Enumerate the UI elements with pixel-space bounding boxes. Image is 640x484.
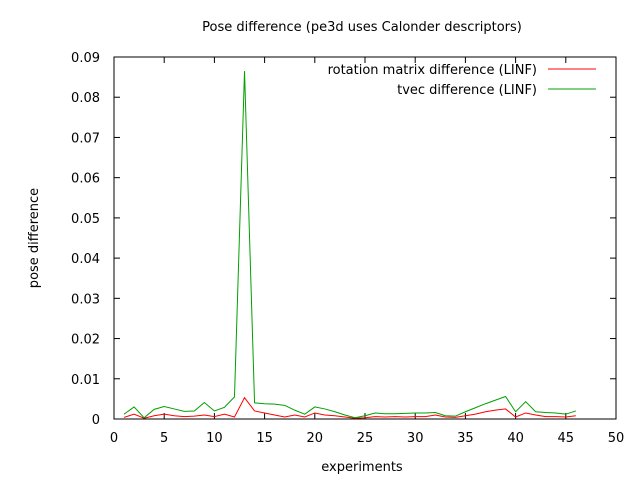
y-tick-label-0: 0 <box>92 413 100 428</box>
x-tick-label-1: 5 <box>160 431 168 446</box>
series-lines <box>123 71 576 419</box>
x-tick-label-5: 25 <box>357 431 374 446</box>
x-tick-label-3: 15 <box>256 431 273 446</box>
legend: rotation matrix difference (LINF) tvec d… <box>328 63 596 98</box>
series-line-tvec-difference <box>123 71 576 419</box>
y-tick-label-8: 0.08 <box>71 91 100 106</box>
x-tick-label-2: 10 <box>206 431 223 446</box>
y-tick-label-1: 0.01 <box>71 373 100 388</box>
y-tick-label-9: 0.09 <box>71 51 100 66</box>
y-tick-label-5: 0.05 <box>71 212 100 227</box>
axis-ticks: 0 5 10 15 20 25 30 35 40 45 50 0 0.01 0.02 0.03 0.04 0.0… <box>71 51 624 446</box>
x-axis-label: experiments <box>321 460 403 475</box>
x-tick-label-8: 40 <box>507 431 524 446</box>
x-tick-label-10: 50 <box>608 431 625 446</box>
y-tick-label-6: 0.06 <box>71 172 100 187</box>
y-tick-label-2: 0.02 <box>71 333 100 348</box>
x-tick-label-4: 20 <box>307 431 324 446</box>
chart-title: Pose difference (pe3d uses Calonder desc… <box>202 20 522 35</box>
legend-label-tvec-difference: tvec difference (LINF) <box>397 83 537 98</box>
x-tick-label-6: 30 <box>407 431 424 446</box>
x-tick-label-9: 45 <box>558 431 575 446</box>
y-tick-label-7: 0.07 <box>71 131 100 146</box>
x-tick-label-7: 35 <box>457 431 474 446</box>
legend-label-rotation-matrix-difference: rotation matrix difference (LINF) <box>328 63 537 78</box>
x-tick-label-0: 0 <box>110 431 118 446</box>
y-axis-label: pose difference <box>27 188 42 288</box>
series-line-rotation-matrix-difference <box>123 396 576 419</box>
plot-frame <box>113 56 617 420</box>
y-tick-label-4: 0.04 <box>71 252 100 267</box>
y-tick-label-3: 0.03 <box>71 292 100 307</box>
